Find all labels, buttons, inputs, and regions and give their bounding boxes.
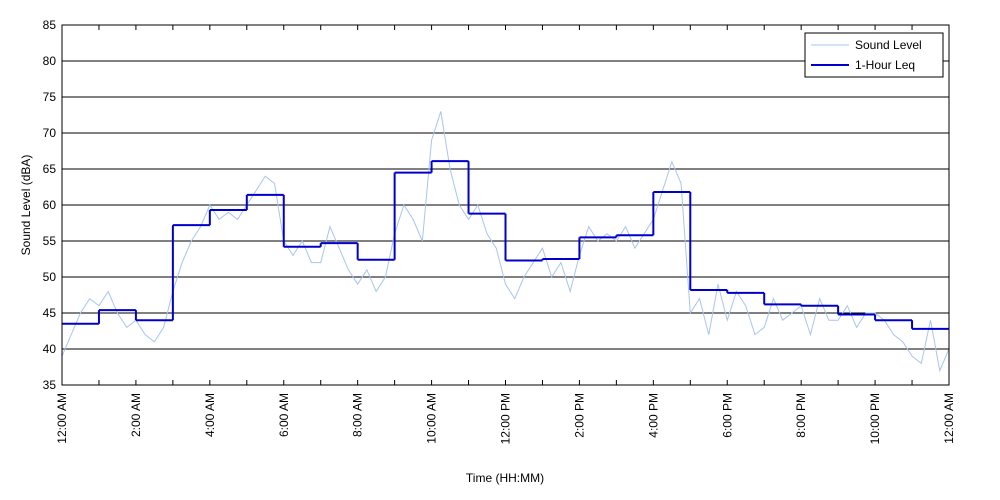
y-tick-label: 80 <box>43 54 57 68</box>
x-tick-label: 2:00 AM <box>129 393 143 437</box>
x-tick-label: 10:00 AM <box>425 393 439 444</box>
x-tick-label: 8:00 PM <box>794 393 808 438</box>
y-tick-label: 70 <box>43 126 57 140</box>
y-tick-label: 50 <box>43 270 57 284</box>
x-axis-label: Time (HH:MM) <box>466 471 544 485</box>
legend-box <box>804 32 944 78</box>
x-tick-label: 12:00 AM <box>55 393 69 444</box>
x-tick-label: 8:00 AM <box>351 393 365 437</box>
x-tick-label: 2:00 PM <box>572 393 586 438</box>
x-tick-label: 6:00 AM <box>277 393 291 437</box>
y-axis-label: Sound Level (dBA) <box>19 155 33 256</box>
legend-label: Sound Level <box>855 38 922 52</box>
y-tick-label: 35 <box>43 378 57 392</box>
plot-frame <box>61 24 950 386</box>
x-tick-label: 4:00 PM <box>646 393 660 438</box>
y-tick-label: 40 <box>43 342 57 356</box>
y-tick-label: 65 <box>43 162 57 176</box>
legend-label: 1-Hour Leq <box>855 58 915 72</box>
y-tick-label: 55 <box>43 234 57 248</box>
y-tick-label: 60 <box>43 198 57 212</box>
y-tick-label: 85 <box>43 18 57 32</box>
x-tick-label: 6:00 PM <box>720 393 734 438</box>
x-tick-label: 12:00 AM <box>942 393 956 444</box>
x-tick-label: 12:00 PM <box>499 393 513 444</box>
x-tick-label: 4:00 AM <box>203 393 217 437</box>
y-tick-label: 45 <box>43 306 57 320</box>
x-tick-label: 10:00 PM <box>868 393 882 444</box>
y-tick-label: 75 <box>43 90 57 104</box>
